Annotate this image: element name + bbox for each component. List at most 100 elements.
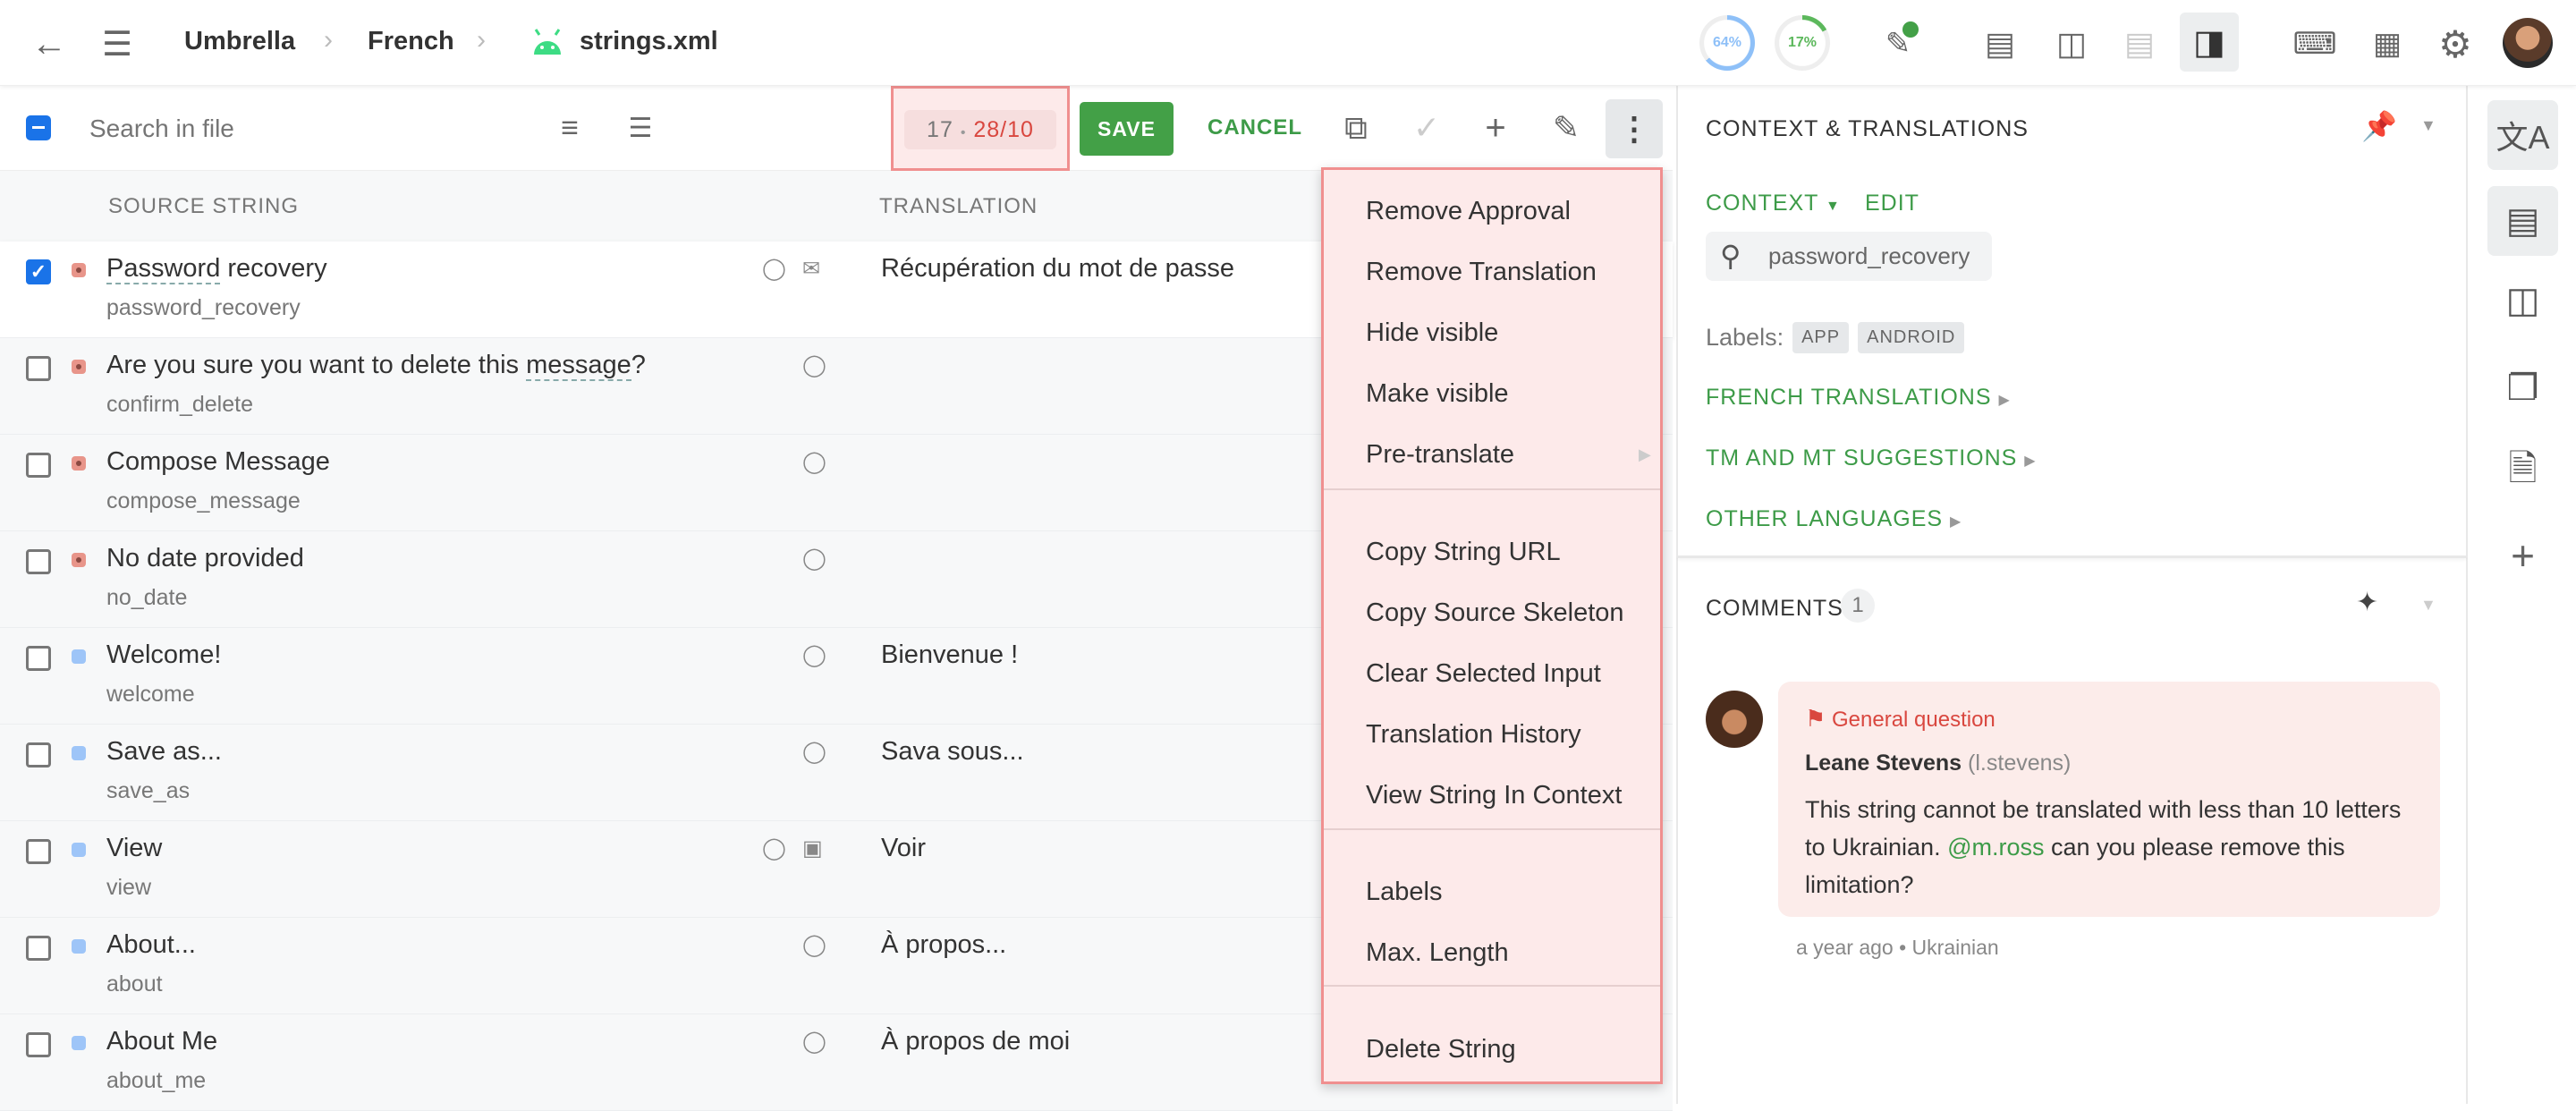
section-label: OTHER LANGUAGES — [1706, 506, 1944, 531]
collapse-caret-icon[interactable]: ▼ — [2420, 596, 2436, 614]
status-indicator — [72, 1036, 86, 1050]
cancel-button[interactable]: CANCEL — [1208, 115, 1302, 140]
edit-list-icon[interactable]: ✎ — [1876, 21, 1920, 66]
menu-item-hide-visible[interactable]: Hide visible — [1366, 318, 1499, 347]
string-key: view — [106, 875, 152, 900]
issue-type-label: General question — [1831, 708, 1996, 732]
save-button[interactable]: SAVE — [1080, 102, 1174, 156]
keyboard-icon[interactable]: ▦ — [2372, 27, 2402, 61]
tag-icon[interactable]: ◯ — [802, 547, 826, 571]
edit-context-button[interactable]: EDIT — [1865, 191, 1919, 216]
back-arrow-icon[interactable]: ← — [31, 23, 67, 64]
row-checkbox[interactable] — [26, 549, 51, 574]
select-all-checkbox[interactable] — [26, 115, 51, 140]
translation-text: Voir — [881, 834, 926, 862]
row-checkbox[interactable] — [26, 453, 51, 478]
comment-author: Leane Stevens (l.stevens) — [1805, 751, 2413, 776]
collapse-caret-icon[interactable]: ▼ — [2420, 116, 2436, 134]
settings-gear-icon[interactable]: ⚙ — [2438, 22, 2472, 65]
breadcrumb-project[interactable]: Umbrella — [184, 27, 296, 55]
file-info-icon[interactable]: 🗎 — [2508, 449, 2538, 488]
source-string: Password recovery — [106, 254, 327, 284]
tag-icon[interactable]: ◯ — [802, 643, 826, 667]
context-dropdown[interactable]: CONTEXT ▼ — [1706, 191, 1841, 216]
side-by-side-layout-icon[interactable]: ▤ — [1984, 25, 2015, 62]
user-avatar[interactable] — [2503, 18, 2553, 68]
menu-item-remove-approval[interactable]: Remove Approval — [1366, 197, 1571, 225]
row-checkbox[interactable] — [26, 936, 51, 961]
status-indicator — [72, 746, 86, 760]
tag-icon[interactable]: ◯ — [802, 740, 826, 764]
edit-pencil-icon[interactable]: ✎ — [1552, 109, 1580, 146]
progress-translated[interactable]: 64% — [1699, 15, 1755, 71]
comments-title: COMMENTS — [1706, 596, 1843, 621]
other-languages-section[interactable]: OTHER LANGUAGES ▶ — [1706, 506, 1962, 532]
menu-item-labels[interactable]: Labels — [1366, 878, 1443, 906]
breadcrumb-separator: › — [477, 25, 486, 55]
bookmarks-icon[interactable]: ❐ — [2506, 369, 2539, 408]
menu-item-delete-string[interactable]: Delete String — [1366, 1035, 1516, 1064]
tag-icon[interactable]: ◯ — [802, 1030, 826, 1054]
menu-item-max-length[interactable]: Max. Length — [1366, 938, 1509, 967]
tag-icon[interactable]: ◯ — [762, 257, 786, 281]
menu-item-make-visible[interactable]: Make visible — [1366, 379, 1509, 408]
label-chip[interactable]: APP — [1792, 322, 1850, 353]
menu-item-pre-translate[interactable]: Pre-translate — [1366, 440, 1515, 469]
add-panel-icon[interactable]: + — [2511, 532, 2535, 579]
menu-item-copy-string-url[interactable]: Copy String URL — [1366, 538, 1561, 566]
menu-icon[interactable]: ☰ — [101, 25, 133, 64]
row-checkbox[interactable] — [26, 839, 51, 864]
unpin-icon[interactable]: ✦ — [2356, 588, 2379, 617]
tm-mt-suggestions-section[interactable]: TM AND MT SUGGESTIONS ▶ — [1706, 445, 2037, 471]
breadcrumb-language[interactable]: French — [368, 27, 454, 55]
tag-icon[interactable]: ◯ — [802, 353, 826, 377]
tag-icon[interactable]: ◯ — [762, 836, 786, 861]
section-label: FRENCH TRANSLATIONS — [1706, 385, 1992, 410]
label-chip[interactable]: ANDROID — [1858, 322, 1965, 353]
progress-approved[interactable]: 17% — [1775, 15, 1830, 71]
breadcrumb-file[interactable]: strings.xml — [580, 27, 718, 55]
left-panel-layout-icon[interactable]: ◫ — [2055, 25, 2087, 62]
search-input[interactable] — [89, 107, 519, 150]
tag-icon[interactable]: ◯ — [802, 450, 826, 474]
menu-item-remove-translation[interactable]: Remove Translation — [1366, 258, 1597, 286]
menu-item-copy-source-skeleton[interactable]: Copy Source Skeleton — [1366, 598, 1624, 627]
glossary-term[interactable]: message — [526, 351, 631, 381]
string-key: password_recovery — [106, 295, 301, 320]
row-checkbox[interactable]: ✓ — [26, 259, 51, 284]
menu-item-clear-selected-input[interactable]: Clear Selected Input — [1366, 659, 1601, 688]
tag-icon[interactable]: ◯ — [802, 933, 826, 957]
row-checkbox[interactable] — [26, 1032, 51, 1057]
row-checkbox[interactable] — [26, 356, 51, 381]
pin-icon[interactable]: 📌 — [2361, 110, 2397, 142]
approve-check-icon[interactable]: ✓ — [1412, 109, 1441, 146]
comment-issue-icon[interactable]: ✉ — [802, 257, 821, 281]
source-text: Compose Message — [106, 447, 330, 476]
glossary-book-icon[interactable]: ◫ — [2505, 281, 2540, 320]
copy-source-icon[interactable]: ⧉ — [1344, 108, 1368, 146]
author-name[interactable]: Leane Stevens — [1805, 751, 1962, 776]
row-checkbox[interactable] — [26, 646, 51, 671]
tune-sliders-icon[interactable]: ≡ — [561, 110, 579, 145]
comments-icon[interactable]: ▤ — [2487, 186, 2558, 256]
right-panel-layout-icon[interactable]: ◨ — [2180, 13, 2239, 72]
commenter-avatar[interactable] — [1706, 691, 1763, 748]
french-translations-section[interactable]: FRENCH TRANSLATIONS ▶ — [1706, 385, 2011, 411]
translate-icon[interactable]: 文A — [2487, 100, 2558, 170]
menu-item-view-string-in-context[interactable]: View String In Context — [1366, 781, 1623, 810]
string-key: about_me — [106, 1068, 207, 1093]
add-icon[interactable]: + — [1485, 107, 1506, 148]
android-icon — [534, 29, 561, 55]
progress-label: 64% — [1712, 35, 1742, 50]
filter-icon[interactable]: ☰ — [628, 113, 653, 143]
source-text: ? — [631, 351, 646, 379]
image-icon[interactable]: ▣ — [802, 836, 823, 861]
row-checkbox[interactable] — [26, 742, 51, 768]
bottom-panel-layout-icon[interactable]: ▤ — [2123, 25, 2155, 62]
source-string: Save as... — [106, 737, 222, 767]
more-options-icon[interactable]: ⋮ — [1606, 99, 1663, 158]
user-mention[interactable]: @m.ross — [1947, 834, 2045, 861]
menu-item-translation-history[interactable]: Translation History — [1366, 720, 1581, 749]
terminal-icon[interactable]: ⌨ — [2292, 27, 2337, 61]
glossary-term[interactable]: Password — [106, 254, 221, 284]
